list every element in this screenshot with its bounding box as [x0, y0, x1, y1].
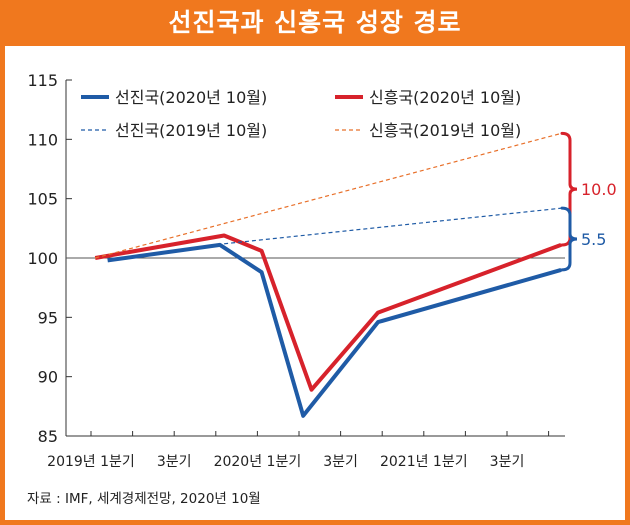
- annotation-label-1: 10.0: [581, 180, 617, 199]
- x-tick-label: 3분기: [490, 454, 525, 470]
- x-tick-label: 3분기: [157, 454, 192, 470]
- series-line-2: [94, 233, 562, 392]
- legend-label-3: 선진국(2019년 10월): [115, 121, 267, 140]
- x-tick-label: 2020년 1분기: [214, 454, 302, 470]
- y-tick-label: 95: [38, 308, 58, 327]
- x-tick-label: 2019년 1분기: [47, 454, 135, 470]
- annotation-brace-2: [560, 206, 578, 272]
- y-tick-label: 105: [27, 190, 58, 209]
- x-tick-label: 2021년 1분기: [380, 454, 468, 470]
- series-line-4: [95, 132, 562, 259]
- x-tick-label: 3분기: [323, 454, 358, 470]
- y-tick-label: 85: [38, 427, 58, 446]
- y-tick-label: 100: [27, 249, 58, 268]
- line-chart: 85 90 95 100 105 110 115 2019년 1분기 3분기 2020년 1분기 3…: [27, 71, 617, 470]
- series-line-1: [107, 242, 562, 418]
- legend-label-4: 신흥국(2019년 10월): [369, 121, 521, 140]
- y-tick-label: 110: [27, 130, 58, 149]
- series-line-3: [224, 207, 562, 245]
- legend-label-2: 신흥국(2020년 10월): [369, 88, 521, 107]
- legend-label-1: 선진국(2020년 10월): [115, 88, 267, 107]
- annotation-label-2: 5.5: [581, 230, 606, 249]
- chart-panel: 85 90 95 100 105 110 115 2019년 1분기 3분기 2020년 1분기 3…: [5, 46, 625, 520]
- y-tick-label: 90: [38, 368, 58, 387]
- chart-title: 선진국과 신흥국 성장 경로: [168, 8, 462, 37]
- y-tick-label: 115: [27, 71, 58, 90]
- source-note: 자료 : IMF, 세계경제전망, 2020년 10월: [27, 491, 261, 507]
